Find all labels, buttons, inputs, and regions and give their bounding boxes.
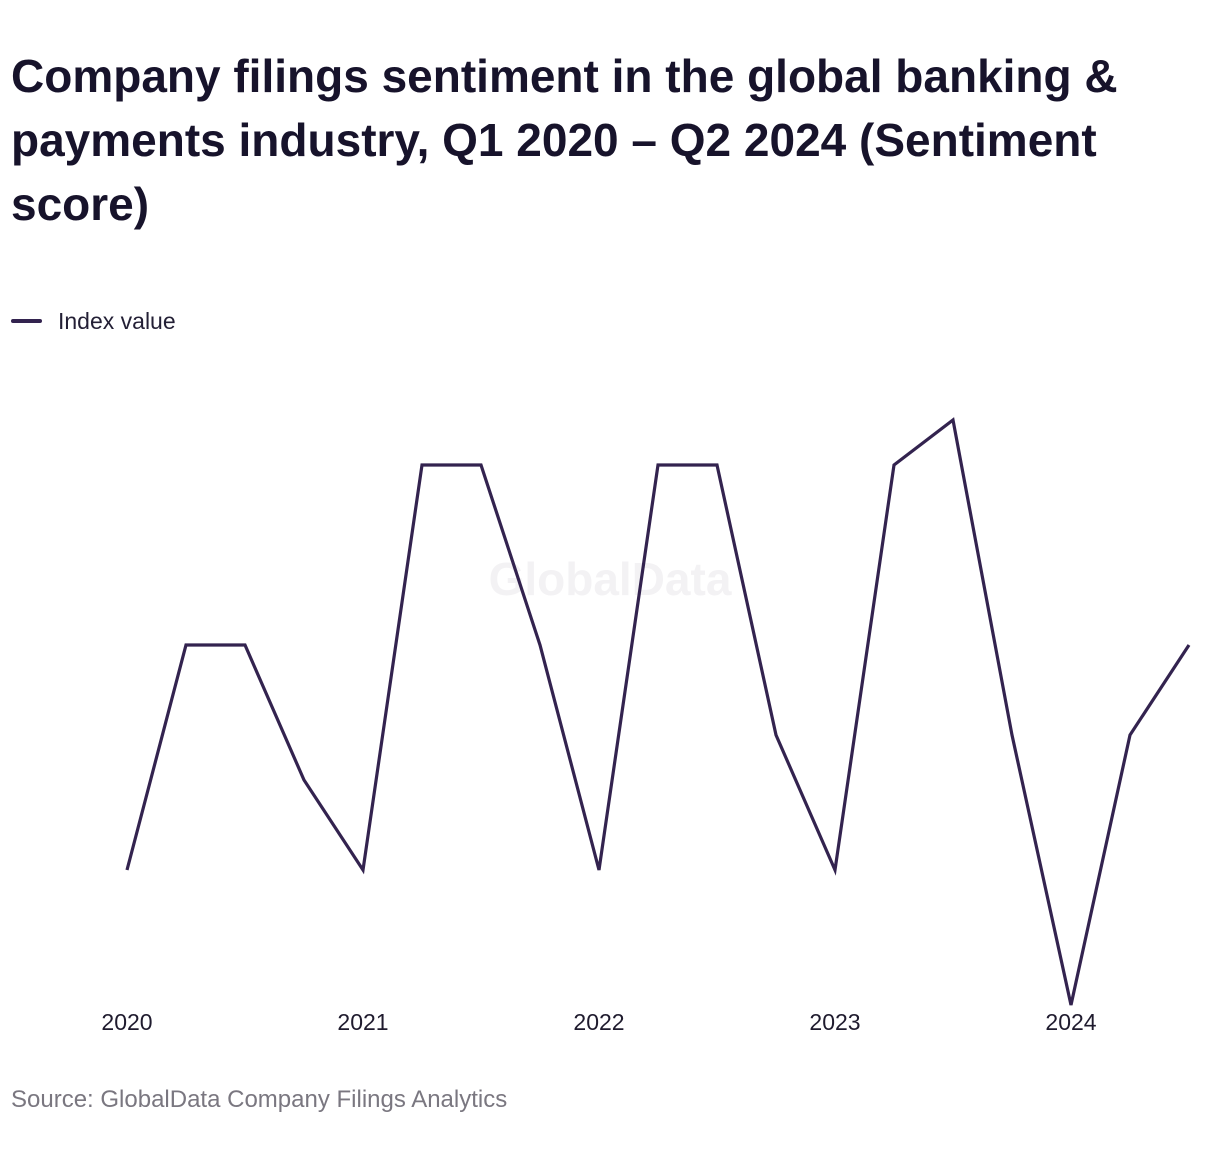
chart-title: Company filings sentiment in the global …	[11, 50, 1118, 230]
legend-line-swatch	[11, 319, 42, 323]
data-point[interactable]	[829, 864, 841, 876]
data-point[interactable]	[534, 639, 546, 651]
data-point[interactable]	[357, 864, 369, 876]
globaldata-watermark: GlobalData	[489, 553, 732, 605]
x-tick-label: 2020	[101, 1009, 152, 1035]
data-point[interactable]	[121, 864, 133, 876]
data-point[interactable]	[475, 459, 487, 471]
series-line-index-value	[125, 417, 1191, 1006]
data-point[interactable]	[770, 729, 782, 741]
data-point[interactable]	[416, 459, 428, 471]
series-layer	[121, 414, 1195, 1006]
source-note: Source: GlobalData Company Filings Analy…	[11, 1086, 508, 1113]
line-chart: GlobalData 2020 2021 2022 2023 2024	[101, 414, 1195, 1035]
data-point[interactable]	[652, 459, 664, 471]
data-point[interactable]	[711, 459, 723, 471]
chart-legend: Index value	[11, 306, 176, 336]
data-point[interactable]	[239, 639, 251, 651]
data-point[interactable]	[947, 414, 959, 426]
data-point[interactable]	[593, 864, 605, 876]
legend-label: Index value	[58, 307, 176, 334]
data-point[interactable]	[298, 774, 310, 786]
data-point[interactable]	[1124, 729, 1136, 741]
data-point[interactable]	[180, 639, 192, 651]
data-point[interactable]	[1006, 729, 1018, 741]
x-tick-label: 2022	[573, 1009, 624, 1035]
x-tick-label: 2024	[1045, 1009, 1096, 1035]
x-tick-label: 2023	[809, 1009, 860, 1035]
x-tick-label: 2021	[337, 1009, 388, 1035]
data-point[interactable]	[888, 459, 900, 471]
data-point[interactable]	[1183, 639, 1195, 651]
x-axis: 2020 2021 2022 2023 2024	[101, 1009, 1096, 1035]
